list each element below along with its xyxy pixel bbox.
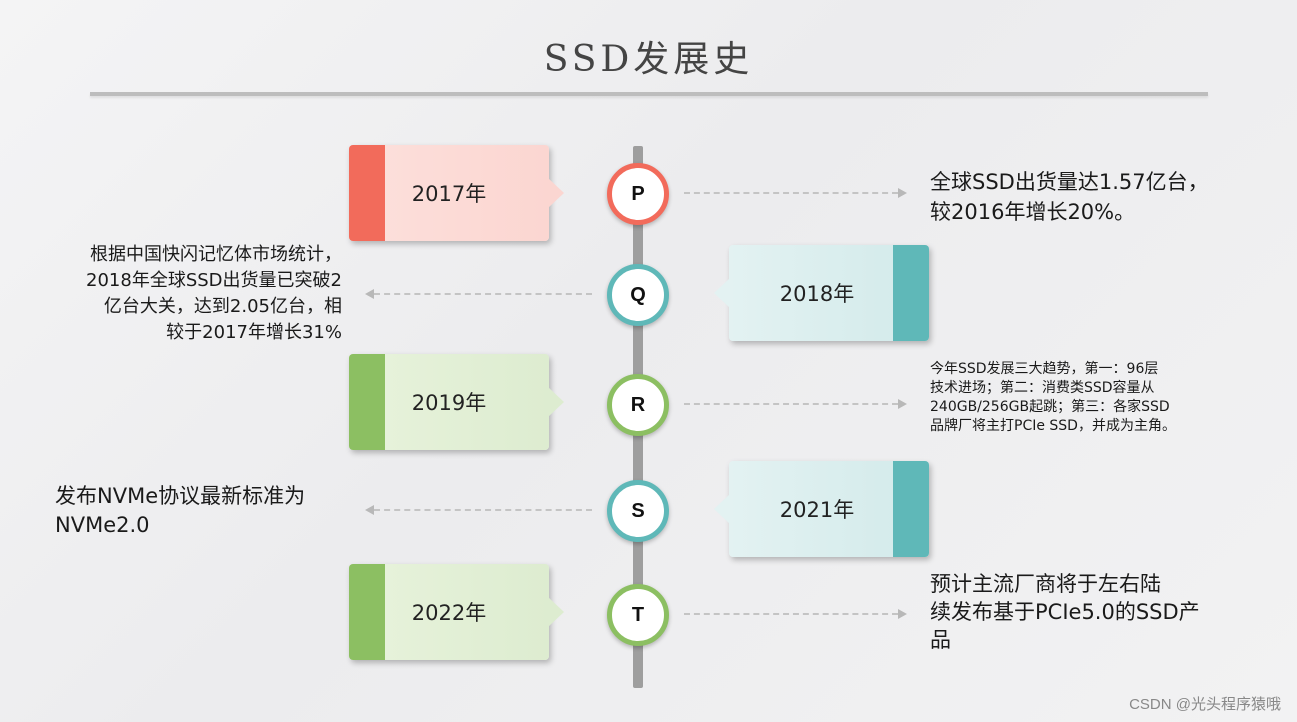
timeline-node-t: T: [607, 584, 669, 646]
arrow-left-icon: [365, 505, 374, 515]
year-card-2021: 2021年: [714, 461, 929, 557]
timeline-node-s: S: [607, 480, 669, 542]
card-pointer: [548, 597, 564, 627]
year-label: 2018年: [779, 282, 855, 306]
timeline-node-q: Q: [607, 264, 669, 326]
year-label: 2021年: [779, 498, 855, 522]
connector-line: [684, 613, 898, 615]
card-stripe: [893, 245, 929, 341]
milestone-description: 预计主流厂商将于左右陆 续发布基于PCIe5.0的SSD产 品: [930, 572, 1200, 652]
year-label: 2017年: [411, 182, 487, 206]
arrow-right-icon: [898, 399, 907, 409]
card-pointer: [714, 494, 730, 524]
year-card-2018: 2018年: [714, 245, 929, 341]
arrow-left-icon: [365, 289, 374, 299]
card-stripe: [893, 461, 929, 557]
card-stripe: [349, 564, 385, 660]
milestone-description: 根据中国快闪记忆体市场统计， 2018年全球SSD出货量已突破2 亿台大关，达到…: [86, 244, 342, 343]
card-stripe: [349, 145, 385, 241]
milestone-description: 发布NVMe协议最新标准为 NVMe2.0: [55, 484, 306, 537]
connector-line: [684, 403, 898, 405]
timeline-node-r: R: [607, 374, 669, 436]
card-pointer: [548, 387, 564, 417]
year-card-2019: 2019年: [349, 354, 564, 450]
year-label: 2019年: [411, 391, 487, 415]
connector-line: [684, 192, 898, 194]
card-pointer: [714, 278, 730, 308]
milestone-description: 今年SSD发展三大趋势，第一：96层 技术进场；第二：消费类SSD容量从 240…: [930, 361, 1176, 434]
arrow-right-icon: [898, 188, 907, 198]
connector-line: [374, 509, 592, 511]
timeline-node-p: P: [607, 163, 669, 225]
year-card-2017: 2017年: [349, 145, 564, 241]
milestone-description: 全球SSD出货量达1.57亿台， 较2016年增长20%。: [930, 170, 1209, 224]
arrow-right-icon: [898, 609, 907, 619]
year-label: 2022年: [411, 601, 487, 625]
card-pointer: [548, 178, 564, 208]
watermark: CSDN @光头程序猿哦: [1129, 696, 1281, 713]
connector-line: [374, 293, 592, 295]
year-card-2022: 2022年: [349, 564, 564, 660]
page-title: SSD发展史: [543, 39, 754, 80]
card-stripe: [349, 354, 385, 450]
title-divider: [90, 92, 1208, 96]
